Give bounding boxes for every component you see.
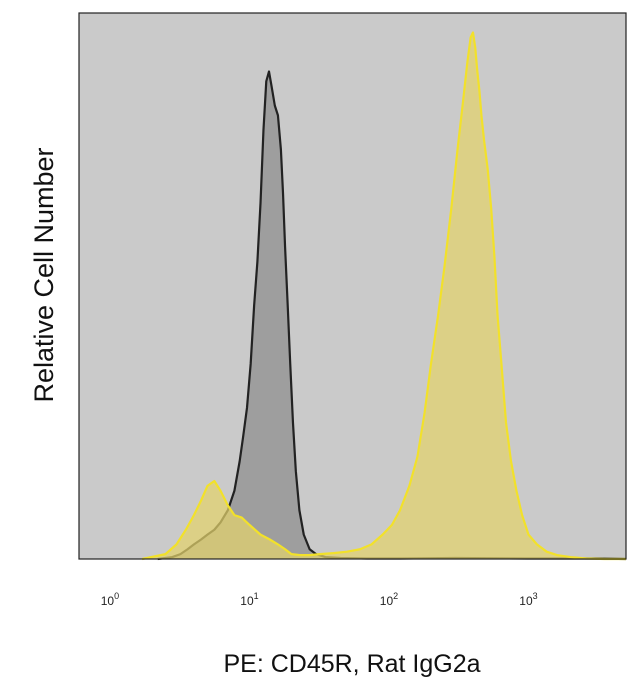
series-2-line: [141, 31, 626, 561]
series-1-area: [157, 71, 626, 559]
x-tick-label: 103: [519, 591, 537, 608]
x-tick-labels: 100 101 102 103: [101, 591, 538, 608]
y-axis-title: Relative Cell Number: [29, 147, 59, 402]
x-tick-label: 101: [240, 591, 258, 608]
x-tick-label: 102: [380, 591, 398, 608]
plot-background: [79, 13, 626, 559]
series-layer: [141, 31, 627, 561]
plot-frame: [78, 12, 627, 560]
x-axis-title: PE: CD45R, Rat IgG2a: [223, 650, 480, 678]
x-tick-label: 100: [101, 591, 119, 608]
series-2-area: [142, 32, 626, 559]
